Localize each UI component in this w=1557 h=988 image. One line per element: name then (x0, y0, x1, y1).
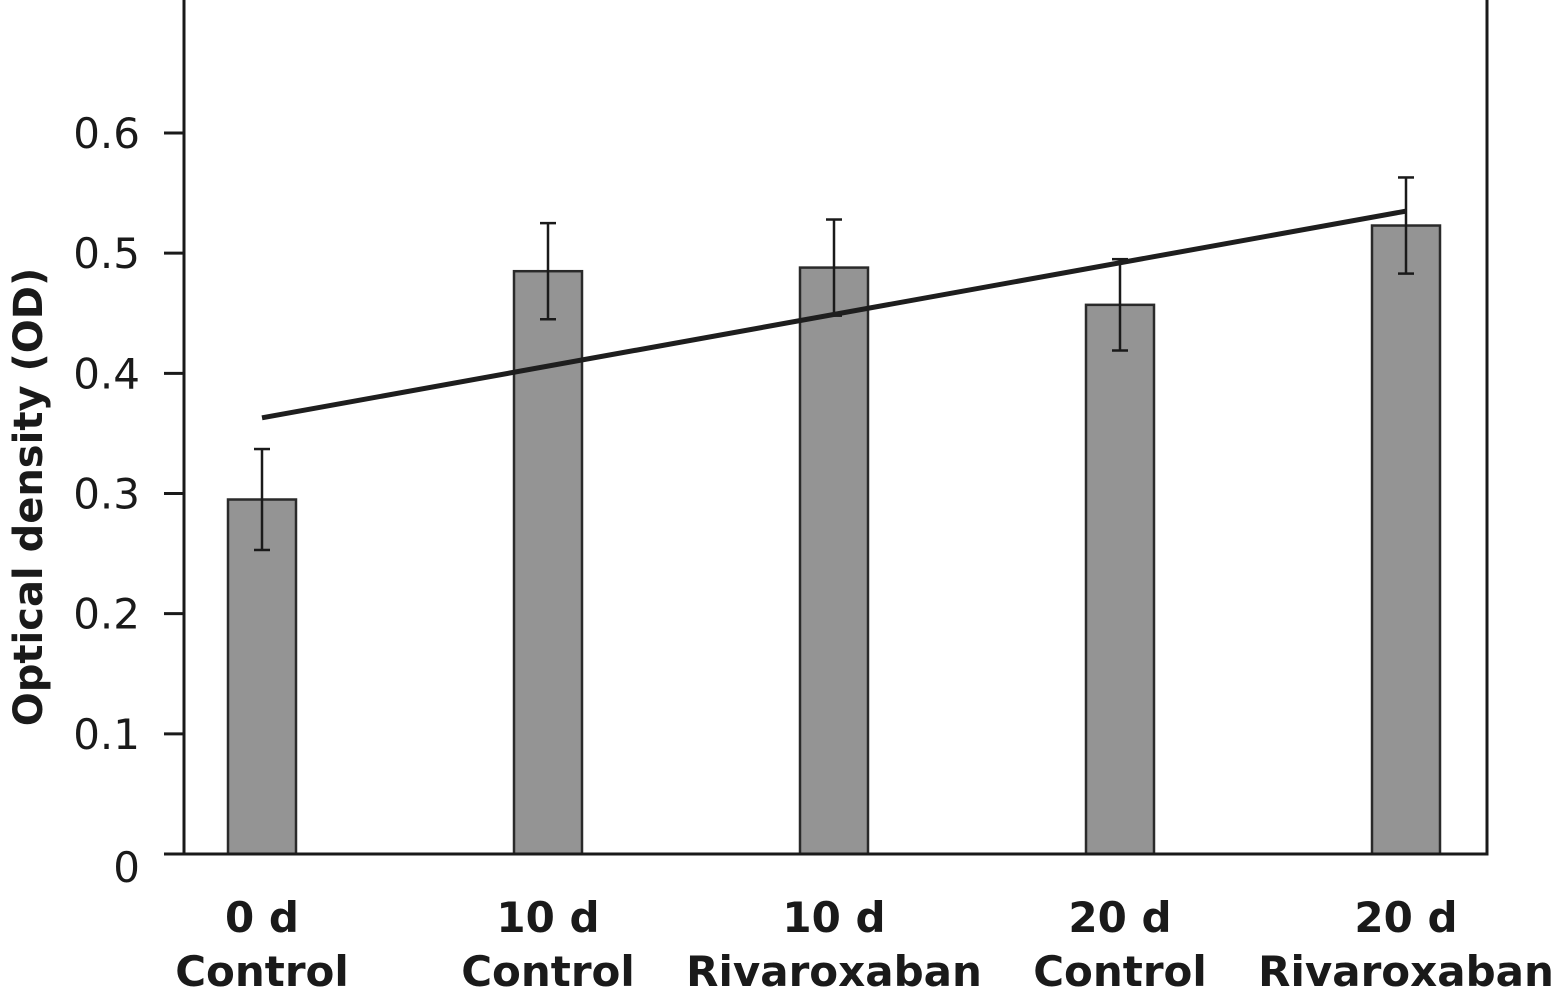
bar (798, 266, 870, 856)
bar (512, 269, 584, 856)
x-category-label: Control (1033, 947, 1207, 988)
y-tick-label: 0.1 (73, 710, 140, 759)
x-category-label: Rivaroxaban (686, 947, 982, 988)
y-tick-label: 0.3 (73, 470, 140, 519)
y-axis-label: Optical density (OD) (6, 268, 52, 726)
bar (226, 498, 298, 856)
y-tick-label: 0.4 (73, 349, 140, 398)
y-tick-label: 0.6 (73, 109, 140, 158)
x-category-label: 0 d (225, 893, 299, 942)
x-category-label: Control (461, 947, 635, 988)
error-bars (254, 176, 1414, 552)
y-axis-ticks: 0 0.1 0.2 0.3 0.4 0.5 0.6 (73, 109, 184, 892)
x-axis-category-labels: 0 d Control 10 d Control 10 d Rivaroxaban 20 d… (175, 893, 1554, 988)
trend-line (261, 208, 1407, 421)
x-category-label: Rivaroxaban (1258, 947, 1554, 988)
y-tick-label: 0.5 (73, 229, 140, 278)
x-category-label: 20 d (1068, 893, 1171, 942)
x-category-label: Control (175, 947, 349, 988)
plot-frame (182, 0, 1489, 856)
x-category-label: 10 d (496, 893, 599, 942)
x-category-label: 20 d (1354, 893, 1457, 942)
bars (226, 224, 1442, 856)
y-tick-label: 0.2 (73, 590, 140, 639)
bar (1084, 303, 1156, 856)
bar (1370, 224, 1442, 856)
x-category-label: 10 d (782, 893, 885, 942)
y-tick-label: 0 (113, 843, 140, 892)
